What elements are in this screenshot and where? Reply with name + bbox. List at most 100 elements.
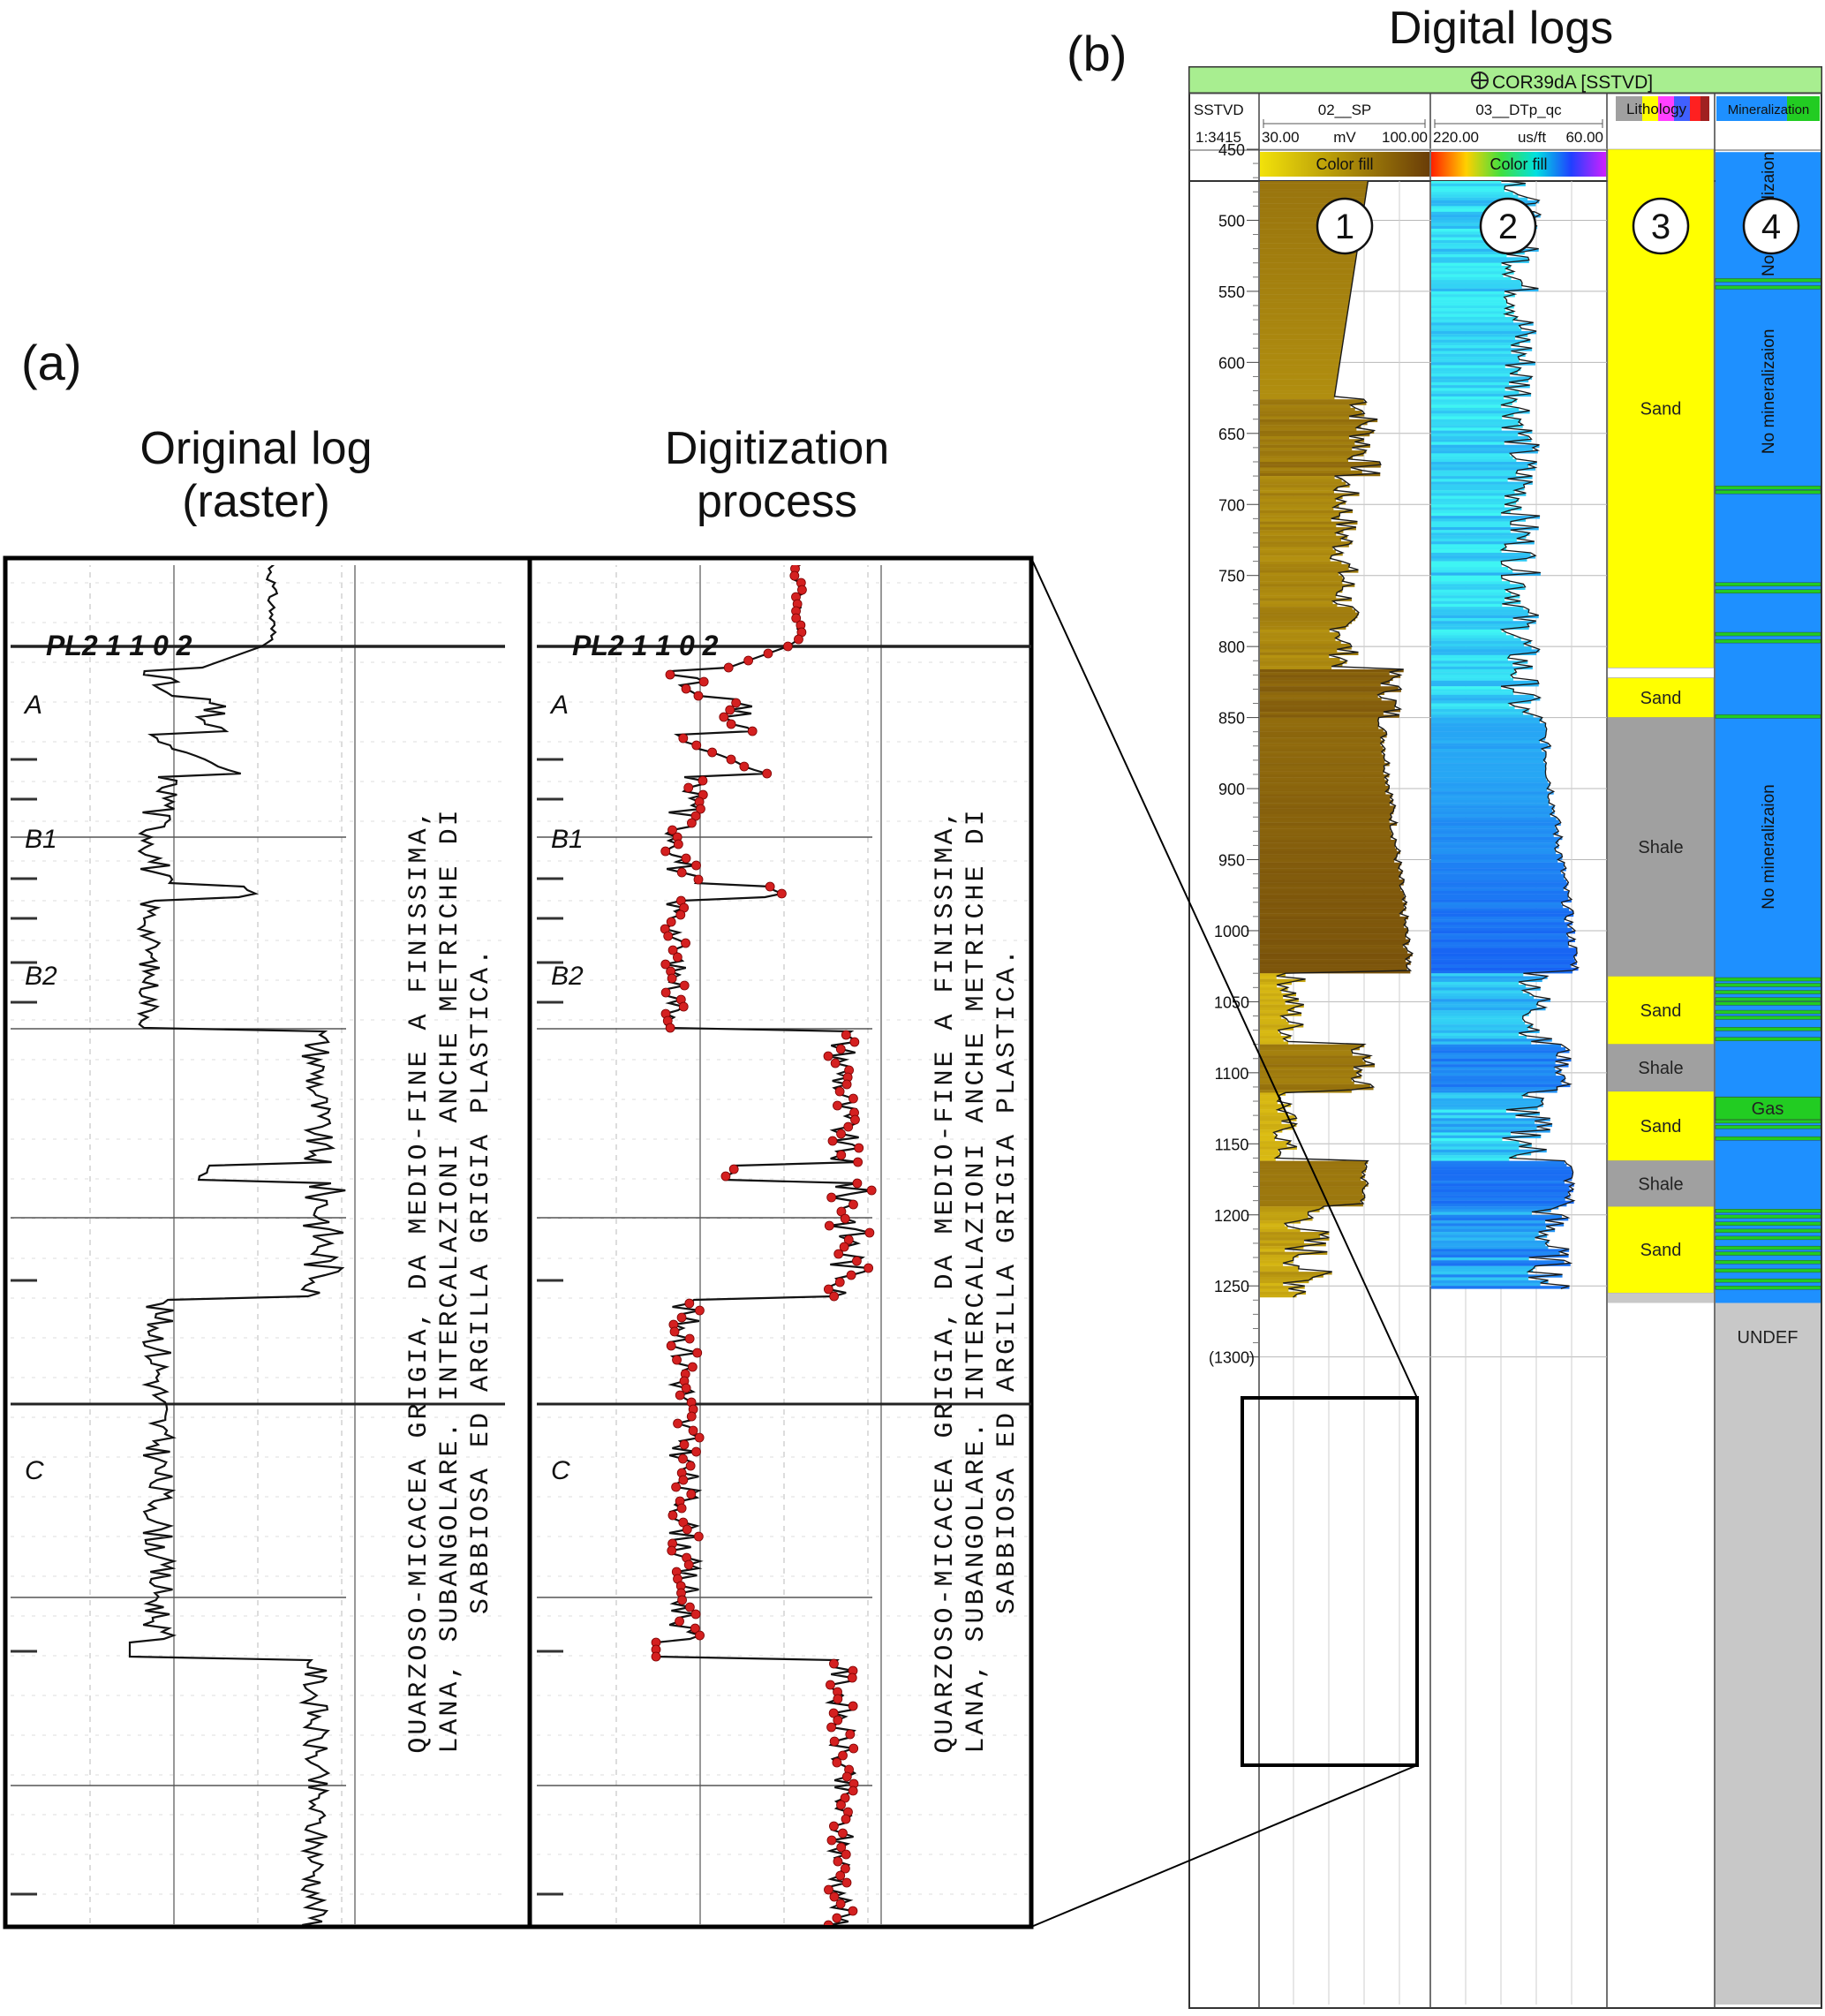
raster-description-line: QUARZOSO-MICACEA GRIGIA, DA MEDIO-FINE A… <box>931 807 961 1753</box>
sp-fill-band <box>1260 1081 1354 1084</box>
dt-fill-band <box>1431 970 1573 974</box>
sp-fill-band <box>1260 402 1367 405</box>
raster-zone-label: B1 <box>551 825 584 854</box>
sp-fill-band <box>1260 683 1381 687</box>
sp-fill-band <box>1260 351 1342 354</box>
mineralization-gas-interval <box>1715 1096 1821 1121</box>
dt-fill-band <box>1431 1146 1520 1150</box>
dt-fill-band <box>1431 751 1546 755</box>
mineralization-header-swatch <box>1716 96 1820 121</box>
dt-fill-band <box>1431 328 1522 332</box>
mineralization-gas-stripe <box>1715 1119 1821 1124</box>
digitized-point <box>828 1708 839 1718</box>
sp-fill-band <box>1260 487 1338 491</box>
depth-label: 700 <box>1218 496 1245 514</box>
dt-fill-band <box>1431 865 1565 869</box>
sp-fill-band <box>1260 850 1400 855</box>
sp-fill-band <box>1260 617 1356 622</box>
digitized-point <box>833 1100 842 1111</box>
dt-fill-band <box>1431 1032 1520 1037</box>
dt-fill-band <box>1431 794 1550 797</box>
sp-fill-band <box>1260 1038 1284 1042</box>
digitized-point <box>677 1595 687 1605</box>
sp-fill-band <box>1260 1141 1291 1144</box>
dt-fill-band <box>1431 782 1550 787</box>
digitized-point <box>866 1185 877 1196</box>
lithology-label: Shale <box>1638 1059 1683 1078</box>
dt-color-fill-label: Color fill <box>1489 155 1547 173</box>
raster-description-line: SABBIOSA ED ARGILLA GRIGIA PLASTICA. <box>466 947 496 1614</box>
raster-original-log: PL2 1 1 0 2 A B1 B2 C QUARZOSO-MICACEA GRIGIA… <box>11 565 505 1925</box>
dt-fill-band <box>1431 425 1523 428</box>
sp-fill-band <box>1260 229 1361 232</box>
sp-fill-band <box>1260 1240 1304 1244</box>
sp-fill-band <box>1260 484 1350 488</box>
depth-track-scale: 1:3415 <box>1195 129 1241 146</box>
sp-fill-band <box>1260 828 1391 832</box>
dt-fill-band <box>1431 1050 1570 1053</box>
dt-curve-line <box>1499 181 1580 1290</box>
dt-fill-band <box>1431 868 1566 872</box>
sp-fill-band <box>1260 922 1406 925</box>
dt-fill-band <box>1431 570 1513 573</box>
sp-fill-band <box>1260 640 1341 645</box>
digitized-point <box>853 1157 863 1167</box>
digitized-point <box>743 655 753 666</box>
dt-fill-band <box>1431 890 1570 895</box>
digitized-point <box>835 1899 846 1909</box>
digitized-point <box>835 1044 846 1054</box>
sp-fill-band <box>1260 831 1392 834</box>
dt-fill-band <box>1431 336 1516 340</box>
lithology-label: Sand <box>1640 689 1682 708</box>
digitized-point <box>678 1453 688 1464</box>
sp-fill-band <box>1260 563 1350 568</box>
digitized-point <box>840 1793 850 1803</box>
dt-fill-band <box>1431 615 1539 619</box>
dt-fill-band <box>1431 305 1514 309</box>
dt-fill-band <box>1431 799 1550 804</box>
sp-fill-band <box>1260 342 1343 346</box>
dt-fill-band <box>1431 512 1502 517</box>
sp-fill-band <box>1260 621 1353 624</box>
dt-fill-band <box>1431 873 1565 877</box>
sp-fill-band <box>1260 1061 1366 1065</box>
sp-fill-band <box>1260 945 1404 948</box>
sp-fill-band <box>1260 612 1359 615</box>
sp-fill-band <box>1260 276 1354 281</box>
digitized-point <box>826 1835 837 1846</box>
digitized-point <box>678 733 689 744</box>
dt-fill-band <box>1431 416 1503 419</box>
dt-fill-band <box>1431 561 1502 565</box>
sp-fill-band <box>1260 411 1362 414</box>
sp-fill-band <box>1260 1268 1299 1272</box>
dt-fill-band <box>1431 1007 1546 1011</box>
dt-fill-band <box>1431 876 1565 880</box>
sp-fill-band <box>1260 1036 1291 1039</box>
dt-fill-band <box>1431 476 1533 479</box>
sp-fill-band <box>1260 450 1367 454</box>
dt-fill-band <box>1431 567 1509 570</box>
depth-labels: 450 500 550 600 650 700 750 800 850 900 950 1000 105… <box>1209 141 1255 1367</box>
dt-fill-band <box>1431 927 1572 932</box>
sp-fill-band <box>1260 1027 1293 1031</box>
sp-fill-band <box>1260 444 1370 449</box>
dt-fill-band <box>1431 1061 1556 1065</box>
lithology-label: Shale <box>1638 1174 1683 1194</box>
sp-fill-band <box>1260 1197 1365 1201</box>
raster-zone-label: A <box>23 691 42 720</box>
sp-fill-band <box>1260 356 1341 360</box>
sp-fill-band <box>1260 694 1378 698</box>
dt-fill-band <box>1431 1237 1535 1241</box>
dt-fill-band <box>1431 621 1536 624</box>
dt-fill-band <box>1431 390 1520 394</box>
sp-fill-band <box>1260 393 1335 397</box>
sp-fill-band <box>1260 1069 1362 1074</box>
dt-fill-band <box>1431 717 1542 721</box>
sp-fill-band <box>1260 1174 1365 1179</box>
digitized-point <box>794 634 803 645</box>
original-log-title-line2: (raster) <box>182 476 330 527</box>
digitized-point <box>720 1171 731 1182</box>
sp-fill-band <box>1260 458 1349 463</box>
sp-fill-band <box>1260 325 1346 328</box>
sp-fill-band <box>1260 1044 1365 1048</box>
